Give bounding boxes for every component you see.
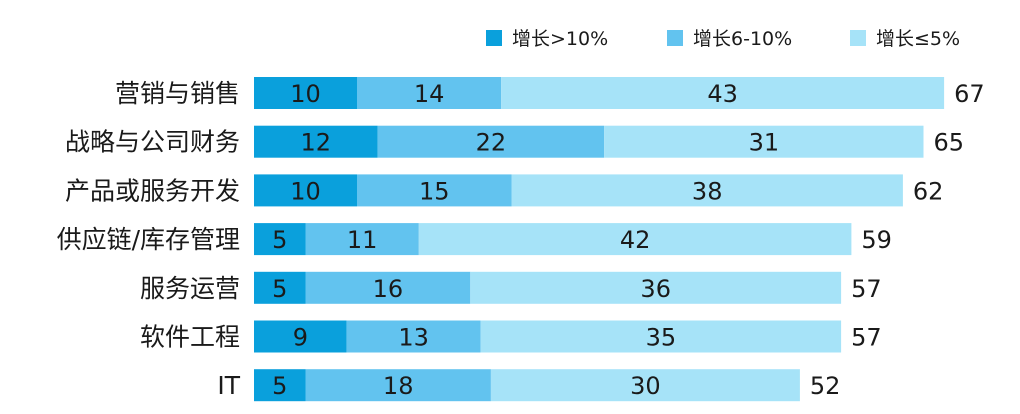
legend-label-1: 增长>10% — [512, 28, 608, 50]
bar-segment-2 — [305, 223, 419, 256]
total-value-label: 65 — [934, 129, 965, 157]
bar-segment-3 — [511, 174, 903, 207]
category-label: 营销与销售 — [115, 79, 240, 108]
segment-value-label: 11 — [347, 226, 378, 254]
segment-value-label: 15 — [419, 177, 450, 205]
total-value-label: 59 — [861, 226, 892, 254]
bar-segment-2 — [305, 369, 491, 402]
segment-value-label: 13 — [398, 324, 429, 352]
chart-rows: 营销与销售 10 14 43 67 战略与公司财务 12 22 31 65 产品或服务开发 10 15 3… — [57, 77, 985, 402]
segment-value-label: 35 — [646, 324, 677, 352]
bar-segment-2 — [357, 77, 502, 109]
category-label: 软件工程 — [140, 323, 240, 352]
bar-segment-2 — [377, 125, 605, 158]
segment-value-label: 10 — [290, 177, 321, 205]
bar-segment-2 — [305, 271, 471, 304]
total-value-label: 52 — [810, 372, 841, 400]
legend-swatch-2 — [667, 30, 683, 46]
segment-value-label: 22 — [476, 129, 507, 157]
bar-segment-1 — [254, 125, 378, 158]
segment-value-label: 43 — [707, 80, 738, 108]
bar-segment-1 — [254, 223, 306, 256]
legend-swatch-3 — [850, 30, 866, 46]
legend-label-2: 增长6-10% — [693, 28, 792, 50]
segment-value-label: 9 — [293, 324, 308, 352]
category-label: 战略与公司财务 — [65, 128, 240, 157]
bar-row: 供应链/库存管理 5 11 42 59 — [57, 223, 892, 256]
segment-value-label: 16 — [373, 275, 404, 303]
segment-value-label: 5 — [272, 226, 287, 254]
bar-row: 产品或服务开发 10 15 38 62 — [65, 174, 944, 207]
segment-value-label: 18 — [383, 372, 414, 400]
total-value-label: 62 — [913, 177, 944, 205]
segment-value-label: 5 — [272, 372, 287, 400]
bar-segment-3 — [501, 77, 945, 109]
legend-label-3: 增长≤5% — [876, 28, 960, 50]
bar-segment-1 — [254, 77, 357, 109]
bar-row: IT 5 18 30 52 — [217, 369, 841, 402]
segment-value-label: 36 — [640, 275, 671, 303]
total-value-label: 57 — [851, 275, 882, 303]
bar-segment-3 — [490, 369, 800, 402]
bar-segment-2 — [346, 320, 481, 353]
bar-segment-2 — [357, 174, 512, 207]
bar-segment-3 — [418, 223, 852, 256]
segment-value-label: 5 — [272, 275, 287, 303]
legend-swatch-1 — [486, 30, 502, 46]
bar-row: 战略与公司财务 12 22 31 65 — [65, 125, 965, 158]
category-label: 产品或服务开发 — [65, 176, 240, 205]
segment-value-label: 14 — [414, 80, 445, 108]
segment-value-label: 31 — [749, 129, 780, 157]
bar-segment-1 — [254, 271, 306, 304]
bar-segment-3 — [604, 125, 924, 158]
bar-segment-3 — [470, 271, 842, 304]
segment-value-label: 10 — [290, 80, 321, 108]
bar-row: 营销与销售 10 14 43 67 — [115, 77, 985, 109]
bar-segment-1 — [254, 320, 347, 353]
total-value-label: 57 — [851, 324, 882, 352]
bar-segment-1 — [254, 369, 306, 402]
segment-value-label: 38 — [692, 177, 723, 205]
segment-value-label: 30 — [630, 372, 661, 400]
bar-row: 软件工程 9 13 35 57 — [140, 320, 882, 353]
total-value-label: 67 — [954, 80, 985, 108]
bar-segment-1 — [254, 174, 357, 207]
bar-row: 服务运营 5 16 36 57 — [140, 271, 882, 304]
segment-value-label: 42 — [620, 226, 651, 254]
category-label: IT — [217, 371, 240, 400]
category-label: 供应链/库存管理 — [57, 225, 240, 254]
bar-segment-3 — [480, 320, 842, 353]
segment-value-label: 12 — [301, 129, 332, 157]
category-label: 服务运营 — [140, 274, 240, 303]
legend: 增长>10% 增长6-10% 增长≤5% — [486, 28, 960, 50]
